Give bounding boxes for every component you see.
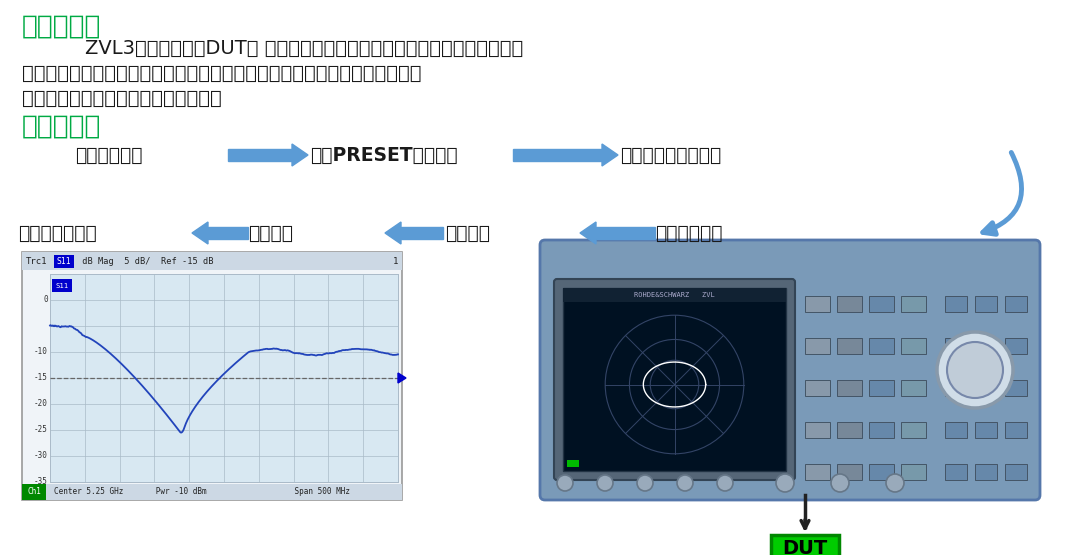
Circle shape	[831, 474, 849, 492]
Text: -25: -25	[35, 426, 48, 435]
Text: 数据分析: 数据分析	[445, 224, 490, 243]
Bar	[1005, 422, 1027, 438]
Polygon shape	[399, 373, 406, 383]
Bar	[975, 338, 997, 354]
Text: 数据分析: 数据分析	[248, 224, 293, 243]
Bar	[54, 255, 75, 268]
FancyBboxPatch shape	[554, 279, 795, 480]
Circle shape	[597, 475, 613, 491]
Bar	[771, 535, 839, 555]
Bar	[1005, 296, 1027, 312]
Bar	[837, 338, 862, 354]
Text: -10: -10	[35, 347, 48, 356]
Circle shape	[717, 475, 733, 491]
Bar	[563, 288, 786, 471]
Text: 连接被测器件: 连接被测器件	[75, 145, 143, 164]
Text: dB Mag  5 dB/  Ref -15 dB: dB Mag 5 dB/ Ref -15 dB	[77, 256, 214, 265]
Bar	[401, 228, 443, 239]
Circle shape	[777, 474, 794, 492]
Circle shape	[637, 475, 653, 491]
Bar	[50, 274, 399, 482]
Bar	[945, 296, 967, 312]
Bar	[869, 464, 894, 480]
Bar	[901, 338, 926, 354]
Polygon shape	[602, 144, 618, 166]
Bar	[869, 338, 894, 354]
Text: 进行反射测量只需使用一个测试端口。: 进行反射测量只需使用一个测试端口。	[22, 89, 221, 108]
Bar	[1005, 380, 1027, 396]
Bar	[975, 422, 997, 438]
Polygon shape	[384, 222, 401, 244]
FancyBboxPatch shape	[540, 240, 1040, 500]
Bar	[22, 484, 402, 500]
Bar	[901, 422, 926, 438]
Bar	[901, 464, 926, 480]
Bar	[837, 296, 862, 312]
Text: 保存和打印数据: 保存和打印数据	[18, 224, 97, 243]
Circle shape	[886, 474, 904, 492]
Text: 仪器短路校准: 仪器短路校准	[654, 224, 723, 243]
Text: -20: -20	[35, 400, 48, 408]
Bar	[837, 380, 862, 396]
Bar	[901, 380, 926, 396]
Bar	[513, 149, 602, 161]
Text: -30: -30	[35, 452, 48, 461]
Text: 0: 0	[43, 295, 48, 305]
Text: ROHDE&SCHWARZ   ZVL: ROHDE&SCHWARZ ZVL	[634, 292, 715, 298]
Text: 参数和扫描范围选择: 参数和扫描范围选择	[620, 145, 721, 164]
Bar	[805, 422, 831, 438]
Bar	[975, 464, 997, 480]
Bar	[563, 288, 786, 302]
Bar	[975, 380, 997, 396]
Bar	[228, 149, 292, 161]
Text: 量。通过众多轨迹格式来表示和显示结果，取决于要从这些数据获得的信息。: 量。通过众多轨迹格式来表示和显示结果，取决于要从这些数据获得的信息。	[22, 64, 421, 83]
Text: Center 5.25 GHz       Pwr -10 dBm                   Span 500 MHz: Center 5.25 GHz Pwr -10 dBm Span 500 MHz	[54, 487, 350, 497]
Bar	[22, 484, 46, 500]
Text: S11: S11	[56, 256, 71, 265]
Circle shape	[557, 475, 573, 491]
Polygon shape	[292, 144, 308, 166]
Bar	[1005, 464, 1027, 480]
Text: -15: -15	[35, 374, 48, 382]
Bar	[805, 296, 831, 312]
Bar	[945, 380, 967, 396]
Text: -35: -35	[35, 477, 48, 487]
Bar	[805, 464, 831, 480]
Polygon shape	[192, 222, 208, 244]
Bar	[975, 296, 997, 312]
Bar	[596, 228, 654, 239]
Bar	[869, 380, 894, 396]
Text: DUT: DUT	[782, 538, 827, 555]
Bar	[22, 252, 402, 500]
Bar	[869, 422, 894, 438]
Bar	[837, 422, 862, 438]
Text: 进入PRESET出厂预设: 进入PRESET出厂预设	[310, 145, 458, 164]
Text: 1: 1	[393, 256, 399, 265]
Bar	[837, 464, 862, 480]
Circle shape	[677, 475, 693, 491]
Bar	[945, 338, 967, 354]
Bar	[805, 338, 831, 354]
Circle shape	[937, 332, 1013, 408]
Text: Trc1: Trc1	[26, 256, 48, 265]
Bar	[22, 252, 402, 270]
Bar	[52, 279, 72, 292]
Bar	[208, 228, 248, 239]
Text: 反射测量：: 反射测量：	[22, 14, 102, 40]
Bar	[945, 464, 967, 480]
Text: S11: S11	[55, 283, 68, 289]
Bar	[1005, 338, 1027, 354]
Polygon shape	[580, 222, 596, 244]
Bar	[567, 460, 579, 467]
Bar	[945, 422, 967, 438]
Bar	[869, 296, 894, 312]
Text: 测试步骤：: 测试步骤：	[22, 114, 102, 140]
Text: Ch1: Ch1	[27, 487, 41, 497]
Bar	[901, 296, 926, 312]
Text: ZVL3向被测设备（DUT） 的输入端口发射一个激励信号，并对反射波进行测: ZVL3向被测设备（DUT） 的输入端口发射一个激励信号，并对反射波进行测	[60, 39, 523, 58]
Bar	[805, 380, 831, 396]
Circle shape	[947, 342, 1003, 398]
FancyArrowPatch shape	[983, 153, 1022, 234]
